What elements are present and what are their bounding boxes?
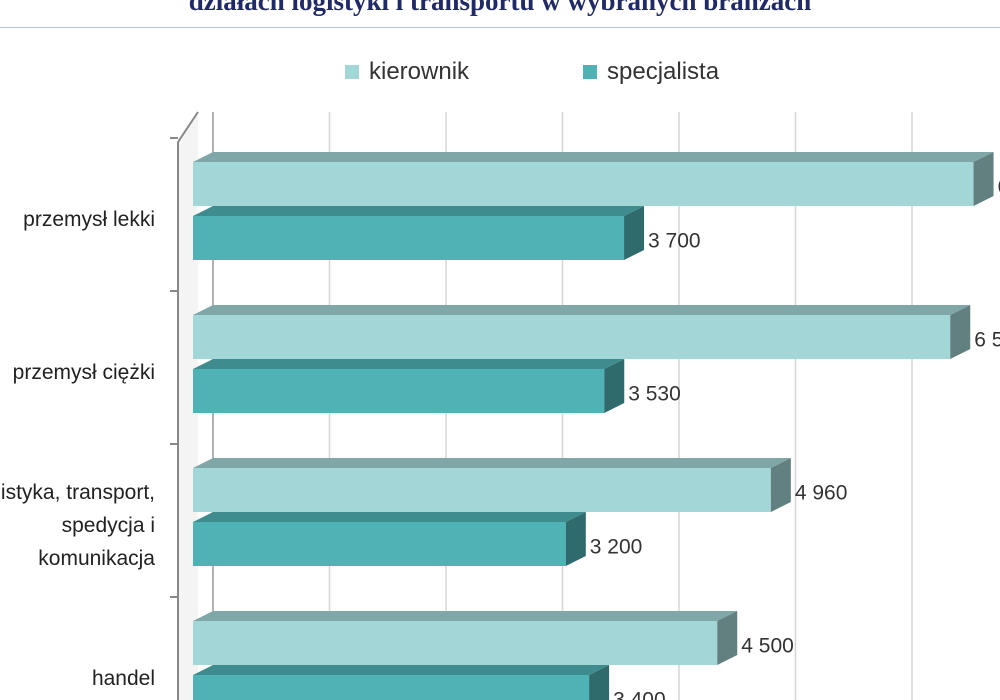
bar-side-kierownik [950, 305, 971, 359]
bar-side-specjalista [604, 359, 625, 413]
bar-top-specjalista [193, 512, 586, 522]
category-label: przemysł ciężki [13, 361, 155, 384]
value-label: 3 700 [648, 230, 701, 253]
category-label: handel [92, 667, 155, 690]
legend-label-kierownik: kierownik [369, 58, 470, 85]
chart-title: działach logistyki i transportu w wybran… [188, 0, 812, 16]
bar-specjalista [193, 522, 566, 566]
bar-side-specjalista [624, 206, 645, 260]
bar-specjalista [193, 216, 625, 260]
bar-kierownik [193, 621, 718, 665]
value-label: 3 400 [613, 689, 666, 700]
bar-kierownik [193, 468, 771, 512]
bar-side-specjalista [589, 665, 610, 700]
bar-side-kierownik [973, 152, 994, 206]
title-divider [0, 27, 1000, 28]
category-label: logistyka, transport,spedycja ikomunikac… [0, 481, 155, 570]
bar-top-specjalista [193, 665, 610, 675]
legend: kierownik specjalista [0, 58, 1000, 90]
bar-side-specjalista [565, 512, 586, 566]
value-label: 4 500 [741, 635, 794, 658]
legend-swatch-specjalista [583, 65, 597, 79]
bar-side-kierownik [770, 458, 791, 512]
bar-top-kierownik [193, 305, 971, 315]
value-label: 3 530 [628, 383, 681, 406]
bar-top-specjalista [193, 206, 645, 216]
legend-item-specjalista: specjalista [583, 58, 719, 86]
value-label: 6 500 [974, 329, 1000, 352]
bar-top-specjalista [193, 359, 625, 369]
bar-kierownik [193, 315, 951, 359]
legend-swatch-kierownik [345, 65, 359, 79]
bar-top-kierownik [193, 152, 994, 162]
bar-top-kierownik [193, 458, 791, 468]
category-label: przemysł lekki [23, 208, 155, 231]
legend-item-kierownik: kierownik [345, 58, 469, 86]
category-axis-depth [177, 111, 199, 143]
value-label: 3 200 [590, 536, 643, 559]
bar-side-kierownik [717, 611, 738, 665]
bar-specjalista [193, 675, 590, 700]
bar-top-kierownik [193, 611, 738, 621]
value-label: 4 960 [795, 482, 848, 505]
legend-label-specjalista: specjalista [607, 58, 720, 85]
value-label: 6 700 [998, 176, 1000, 199]
bar-specjalista [193, 369, 605, 413]
bar-kierownik [193, 162, 974, 206]
